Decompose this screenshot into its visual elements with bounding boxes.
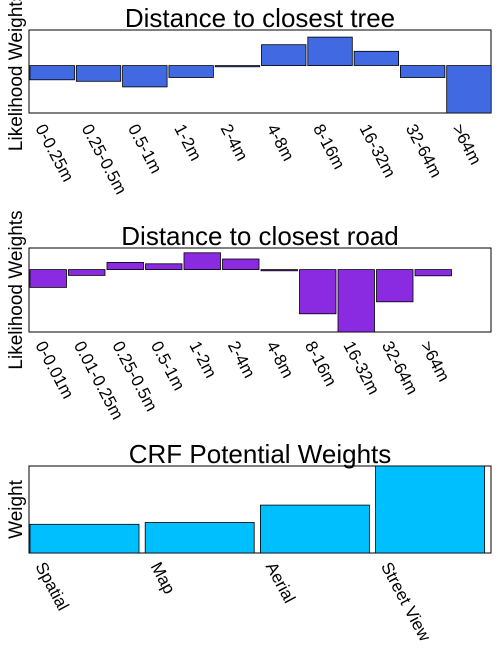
- x-tick-label: 16-32m: [339, 338, 383, 398]
- x-tick-label: 1-2m: [170, 121, 205, 164]
- x-tick-label: Spatial: [31, 559, 72, 614]
- y-axis-label: Weight: [6, 479, 27, 539]
- bar: [68, 269, 106, 276]
- bar: [337, 269, 375, 333]
- chart-title: CRF Potential Weights: [129, 439, 392, 469]
- chart-title: Distance to closest tree: [125, 3, 395, 33]
- bar: [75, 65, 122, 82]
- plot-frame: [28, 247, 492, 333]
- bar: [307, 36, 353, 66]
- bar: [261, 44, 307, 67]
- x-tick-label: 2-4m: [217, 121, 252, 164]
- bar: [353, 50, 400, 66]
- bar: [183, 252, 221, 271]
- x-tick-label: >64m: [448, 121, 485, 168]
- x-tick-label: 16-32m: [356, 121, 400, 181]
- x-tick-label: 0.5-1m: [147, 338, 189, 394]
- bar: [414, 269, 452, 277]
- bar: [260, 269, 298, 272]
- bar: [145, 263, 183, 270]
- bar: [375, 465, 486, 554]
- x-tick-label: 4-8m: [263, 121, 298, 164]
- bar: [299, 269, 337, 315]
- x-tick-label: 0.25-0.5m: [78, 121, 131, 198]
- x-tick-label: >64m: [416, 338, 453, 385]
- bar: [222, 258, 260, 271]
- x-tick-label: Aerial: [262, 559, 299, 606]
- bar: [168, 65, 214, 78]
- x-tick-label: Map: [147, 559, 179, 597]
- x-tick-label: 8-16m: [309, 121, 348, 172]
- x-tick-label: 0-0.25m: [31, 121, 77, 185]
- x-tick-label: Street View: [377, 559, 435, 645]
- x-tick-label: 32-64m: [378, 338, 422, 398]
- x-tick-label: 2-4m: [224, 338, 259, 381]
- bar: [144, 522, 255, 554]
- x-tick-label: 4-8m: [262, 338, 297, 381]
- bar: [376, 269, 414, 303]
- chart-title: Distance to closest road: [121, 221, 398, 251]
- x-tick-label: 0.5-1m: [124, 121, 166, 177]
- y-axis-label: Likelihood Weights: [6, 0, 27, 151]
- x-tick-label: 1-2m: [185, 338, 220, 381]
- bar: [214, 65, 261, 68]
- bar: [29, 523, 140, 554]
- bar: [106, 261, 144, 270]
- x-tick-label: 32-64m: [402, 121, 446, 181]
- bar: [259, 504, 370, 554]
- bar: [399, 65, 446, 78]
- bar: [122, 65, 168, 88]
- bar: [446, 65, 492, 114]
- y-axis-label: Likelihood Weights: [6, 210, 27, 369]
- x-tick-label: 8-16m: [301, 338, 340, 389]
- bar: [29, 65, 75, 81]
- bar: [29, 269, 67, 288]
